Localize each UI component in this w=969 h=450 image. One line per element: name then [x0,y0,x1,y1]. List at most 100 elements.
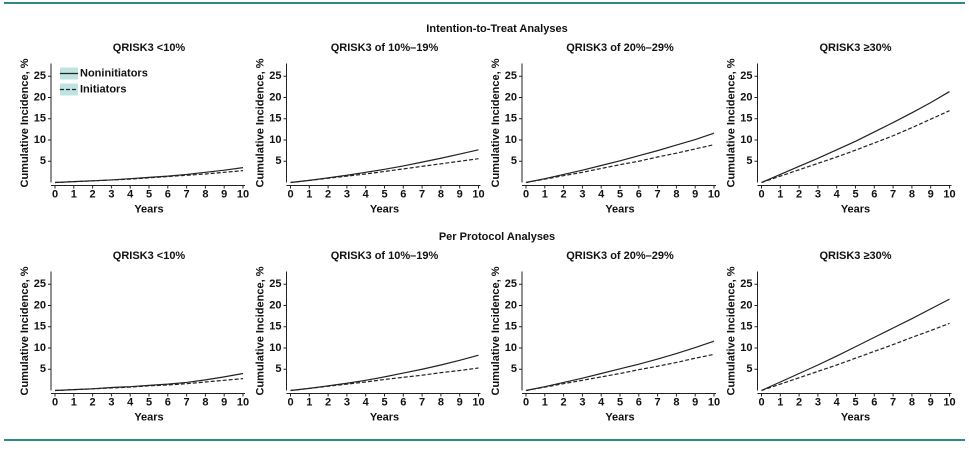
y-tick-label: 20 [505,299,517,311]
y-tick-label: 25 [505,70,517,82]
series-line [761,322,950,392]
x-tick-label: 2 [325,188,331,200]
x-tick-label: 8 [202,396,208,408]
x-tick-label: 0 [523,188,529,200]
x-tick-label: 6 [871,188,877,200]
chart-title: QRISK3 of 20%–29% [566,42,674,54]
x-tick-label: 0 [758,188,764,200]
series-line [761,110,950,184]
x-tick-label: 1 [542,188,548,200]
x-tick-label: 8 [673,396,679,408]
x-tick-label: 6 [400,188,406,200]
x-tick-label: 4 [127,188,134,200]
x-tick-label: 5 [381,188,387,200]
x-tick-label: 1 [71,188,77,200]
y-tick-label: 5 [40,363,46,375]
x-tick-label: 4 [127,396,134,408]
y-tick-label: 20 [269,299,281,311]
x-axis-label: Years [370,203,399,215]
y-axis-label: Cumulative Incidence, % [490,266,502,395]
x-tick-label: 6 [400,396,406,408]
y-tick-label: 10 [34,342,46,354]
y-tick-label: 20 [740,299,752,311]
x-tick-label: 10 [237,188,249,200]
x-tick-label: 7 [655,396,661,408]
x-tick-label: 7 [419,188,425,200]
chart-title: QRISK3 of 10%–19% [331,42,439,54]
series-line [54,378,244,392]
y-tick-label: 10 [740,134,752,146]
chart-title: QRISK3 of 10%–19% [331,250,439,262]
x-tick-label: 0 [523,396,529,408]
y-axis-label: Cumulative Incidence, % [254,266,266,395]
x-tick-label: 5 [852,188,858,200]
x-tick-label: 2 [90,396,96,408]
x-tick-label: 2 [561,396,567,408]
y-tick-label: 20 [269,91,281,103]
x-tick-label: 2 [561,188,567,200]
x-axis-label: Years [605,411,634,423]
x-tick-label: 2 [796,396,802,408]
x-tick-label: 0 [287,188,293,200]
x-axis-label: Years [134,203,163,215]
x-tick-label: 5 [617,188,623,200]
x-tick-label: 9 [928,188,934,200]
y-tick-label: 5 [275,363,281,375]
y-tick-label: 5 [746,363,752,375]
series-line [761,298,950,392]
y-tick-label: 15 [34,113,46,125]
y-tick-label: 20 [505,91,517,103]
x-axis-label: Years [134,411,163,423]
y-tick-label: 5 [275,155,281,167]
x-tick-label: 1 [306,188,312,200]
x-axis-label: Years [605,203,634,215]
x-tick-label: 8 [909,188,915,200]
series-line [290,158,479,184]
x-tick-label: 9 [928,396,934,408]
x-tick-label: 7 [890,188,896,200]
y-tick-label: 25 [269,278,281,290]
series-line [761,91,950,184]
y-tick-label: 25 [740,278,752,290]
legend-label: Noninitiators [80,67,148,79]
x-tick-label: 4 [363,188,370,200]
y-tick-label: 25 [34,278,46,290]
x-tick-label: 9 [221,188,227,200]
x-tick-label: 4 [598,396,605,408]
y-axis-label: Cumulative Incidence, % [254,58,266,187]
series-line [525,353,715,392]
x-tick-label: 5 [146,188,152,200]
y-tick-label: 5 [511,363,517,375]
x-tick-label: 3 [815,188,821,200]
x-tick-label: 9 [457,188,463,200]
x-tick-label: 1 [306,396,312,408]
y-tick-label: 15 [269,113,281,125]
x-tick-label: 5 [852,396,858,408]
x-tick-label: 7 [184,188,190,200]
x-tick-label: 10 [472,188,484,200]
x-tick-label: 3 [108,188,114,200]
x-tick-label: 8 [673,188,679,200]
y-tick-label: 25 [34,70,46,82]
series-line [525,132,715,184]
chart-title: QRISK3 <10% [113,250,186,262]
x-tick-label: 0 [758,396,764,408]
x-tick-label: 0 [52,396,58,408]
chart-title: QRISK3 ≥30% [819,42,891,54]
x-tick-label: 1 [542,396,548,408]
chart-title: QRISK3 of 20%–29% [566,250,674,262]
y-tick-label: 10 [505,134,517,146]
x-tick-label: 9 [457,396,463,408]
x-tick-label: 10 [237,396,249,408]
x-tick-label: 9 [692,396,698,408]
y-tick-label: 20 [34,299,46,311]
x-tick-label: 3 [579,396,585,408]
x-axis-label: Years [841,411,870,423]
series-line [290,354,479,392]
y-tick-label: 10 [269,134,281,146]
series-line [54,167,244,184]
x-tick-label: 10 [943,396,955,408]
x-tick-label: 10 [708,396,720,408]
series-line [290,367,479,392]
